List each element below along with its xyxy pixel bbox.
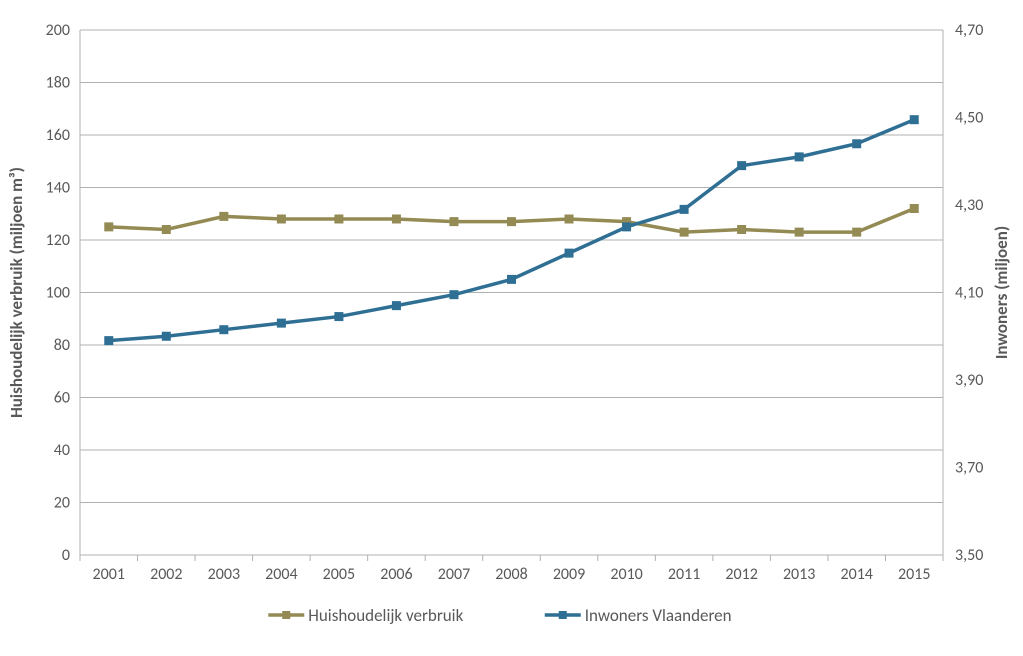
x-tick-label: 2003 <box>208 565 240 584</box>
left-tick-label: 120 <box>46 231 70 250</box>
series-marker <box>738 226 746 234</box>
x-tick-label: 2014 <box>840 565 872 584</box>
x-tick-label: 2013 <box>783 565 815 584</box>
series-marker <box>508 218 516 226</box>
left-tick-label: 40 <box>54 441 70 460</box>
series-marker <box>795 153 803 161</box>
left-tick-label: 20 <box>54 494 70 513</box>
series-marker <box>220 326 228 334</box>
x-tick-label: 2002 <box>150 565 182 584</box>
legend-swatch-marker <box>282 611 290 619</box>
x-tick-label: 2001 <box>93 565 125 584</box>
dual-axis-line-chart: 2001200220032004200520062007200820092010… <box>0 0 1023 656</box>
x-tick-label: 2006 <box>380 565 412 584</box>
series-marker <box>392 215 400 223</box>
series-marker <box>162 226 170 234</box>
left-tick-label: 180 <box>46 74 70 93</box>
series-marker <box>105 223 113 231</box>
series-marker <box>162 332 170 340</box>
series-marker <box>335 313 343 321</box>
series-marker <box>795 228 803 236</box>
x-tick-label: 2012 <box>725 565 757 584</box>
x-tick-label: 2015 <box>898 565 930 584</box>
series-marker <box>910 205 918 213</box>
right-tick-label: 4,10 <box>955 284 983 303</box>
series-marker <box>910 116 918 124</box>
series-marker <box>450 218 458 226</box>
series-marker <box>450 291 458 299</box>
series-marker <box>680 205 688 213</box>
series-marker <box>277 319 285 327</box>
chart-container: 2001200220032004200520062007200820092010… <box>0 0 1023 656</box>
right-tick-label: 3,70 <box>955 459 983 478</box>
series-marker <box>392 302 400 310</box>
left-tick-label: 80 <box>54 336 70 355</box>
series-marker <box>738 162 746 170</box>
series-marker <box>680 228 688 236</box>
right-tick-label: 4,30 <box>955 196 983 215</box>
series-marker <box>565 249 573 257</box>
series-marker <box>853 228 861 236</box>
x-tick-label: 2011 <box>668 565 700 584</box>
left-tick-label: 100 <box>46 284 70 303</box>
x-tick-label: 2008 <box>495 565 527 584</box>
right-tick-label: 3,50 <box>955 546 983 565</box>
x-tick-label: 2004 <box>265 565 297 584</box>
legend-label: Huishoudelijk verbruik <box>308 605 463 626</box>
series-marker <box>335 215 343 223</box>
x-tick-label: 2009 <box>553 565 585 584</box>
series-marker <box>853 140 861 148</box>
series-marker <box>220 212 228 220</box>
series-marker <box>508 275 516 283</box>
left-tick-label: 140 <box>46 179 70 198</box>
right-tick-label: 3,90 <box>955 371 983 390</box>
legend-swatch-marker <box>559 611 567 619</box>
legend-label: Inwoners Vlaanderen <box>585 605 732 626</box>
left-tick-label: 60 <box>54 389 70 408</box>
x-tick-label: 2010 <box>610 565 642 584</box>
series-marker <box>623 223 631 231</box>
left-tick-label: 200 <box>46 21 70 40</box>
series-marker <box>565 215 573 223</box>
series-marker <box>277 215 285 223</box>
left-axis-title: Huishoudelijk verbruik (miljoen m³) <box>6 167 27 418</box>
right-tick-label: 4,70 <box>955 21 983 40</box>
left-tick-label: 0 <box>62 546 70 565</box>
x-tick-label: 2007 <box>438 565 470 584</box>
right-tick-label: 4,50 <box>955 109 983 128</box>
right-axis-title: Inwoners (miljoen) <box>991 226 1012 359</box>
left-tick-label: 160 <box>46 126 70 145</box>
series-marker <box>105 337 113 345</box>
x-tick-label: 2005 <box>323 565 355 584</box>
